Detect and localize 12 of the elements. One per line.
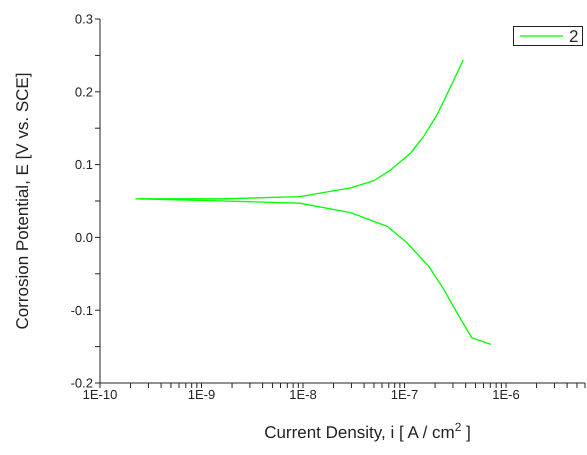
x-axis-title: Current Density, i [ A / cm$^{2}$ ] [264, 420, 471, 442]
x-tick-label: 1E-8 [289, 387, 317, 402]
legend-label: 2 [569, 27, 578, 46]
x-tick-label: 1E-7 [390, 387, 418, 402]
y-tick-label: 0.3 [74, 12, 93, 27]
x-tick-label: 1E-9 [188, 387, 216, 402]
y-tick-label: 0.0 [74, 230, 93, 246]
y-axis-title: Corrosion Potential, E [V vs. SCE] [13, 72, 32, 330]
x-tick-label: 1E-6 [492, 387, 520, 402]
y-tick-label: 0.2 [74, 84, 93, 100]
y-tick-label: -0.1 [70, 302, 93, 318]
y-tick-label: 0.1 [74, 157, 93, 172]
